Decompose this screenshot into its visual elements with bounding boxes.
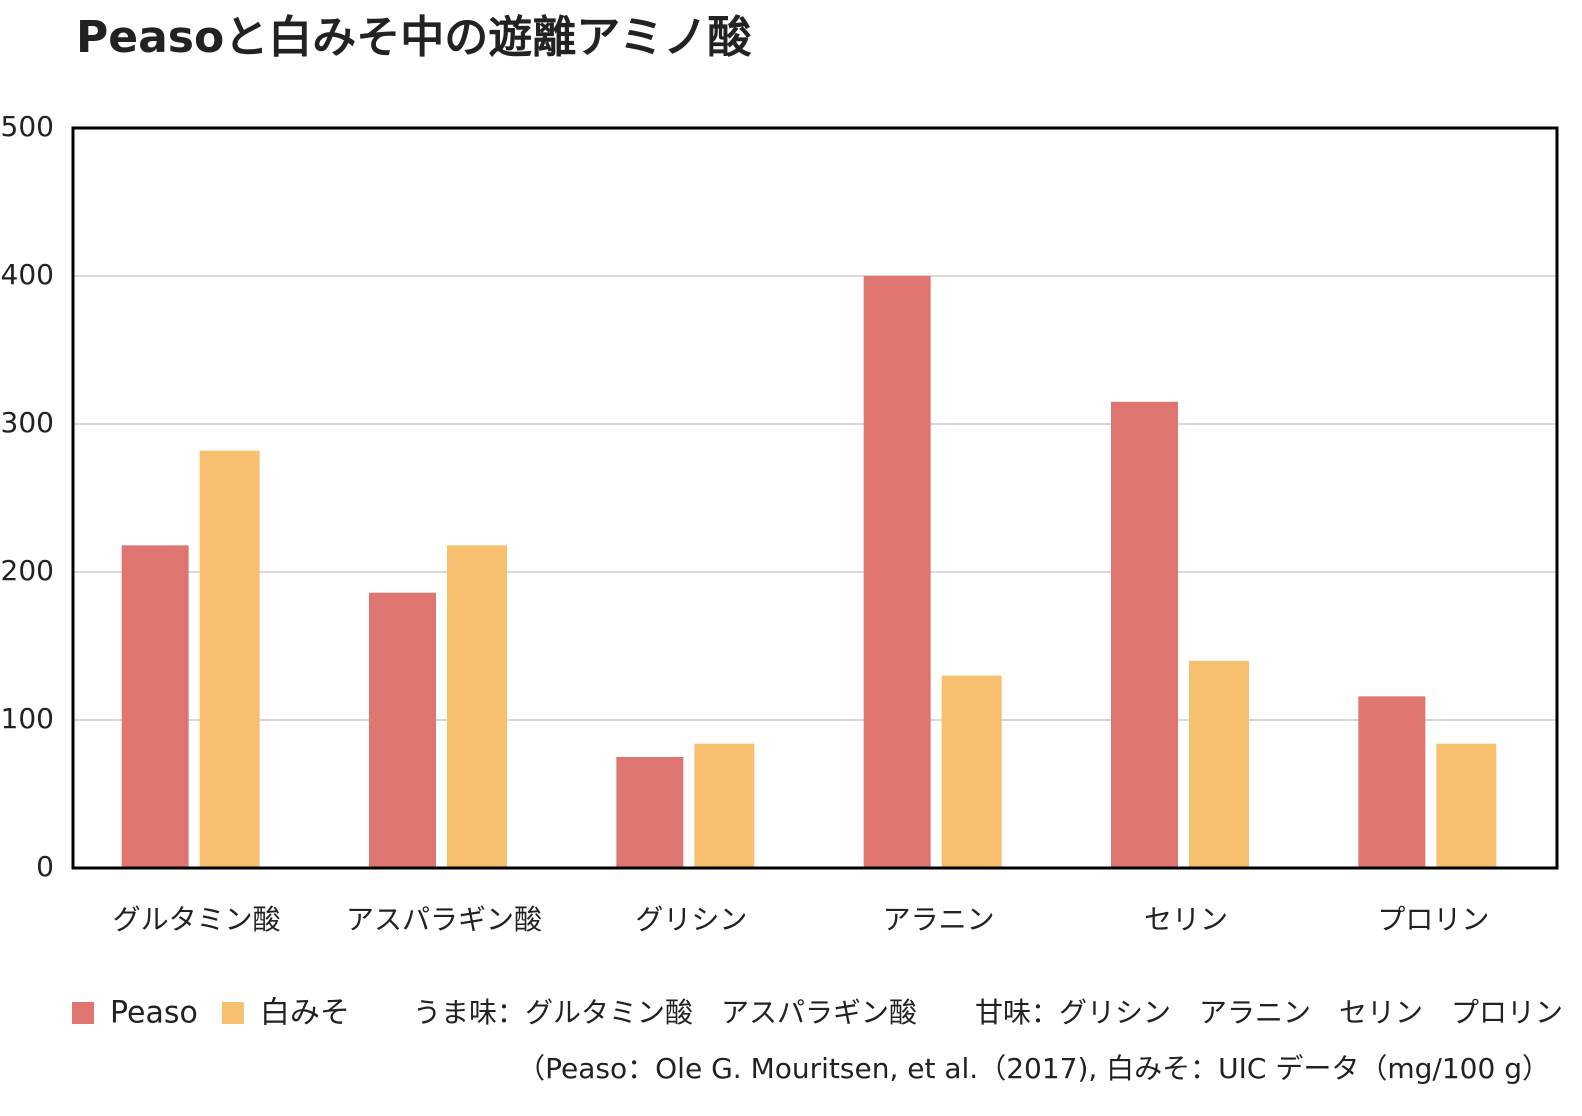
- source: （Peaso：Ole G. Mouritsen, et al.（2017), 白…: [517, 1052, 1550, 1085]
- bar: [447, 545, 507, 868]
- x-tick-label: アラニン: [883, 903, 995, 936]
- bar: [1189, 660, 1249, 868]
- chart-title: Peasoと白みそ中の遊離アミノ酸: [76, 12, 752, 63]
- x-tick-label: グリシン: [635, 903, 747, 936]
- bar: [694, 743, 755, 868]
- bar: [199, 450, 260, 868]
- x-tick-label: セリン: [1144, 903, 1228, 936]
- note: うま味：グルタミン酸 アスパラギン酸: [413, 996, 917, 1029]
- y-tick-label: 0: [36, 850, 54, 883]
- y-tick-label: 200: [1, 554, 54, 587]
- bar: [1111, 401, 1178, 868]
- bar: [121, 545, 189, 868]
- bar: [941, 675, 1002, 868]
- y-tick-label: 400: [1, 258, 54, 291]
- y-tick-label: 500: [1, 110, 54, 143]
- x-tick-label: アスパラギン酸: [346, 903, 542, 936]
- legend-label: 白みそ: [260, 996, 350, 1031]
- x-tick-label: プロリン: [1377, 903, 1489, 936]
- legend-label: Peaso: [110, 996, 198, 1031]
- bar: [1436, 743, 1497, 868]
- y-tick-label: 300: [1, 406, 54, 439]
- legend-swatch: [72, 1002, 94, 1024]
- y-tick-label: 100: [1, 702, 54, 735]
- legend-swatch: [221, 1002, 244, 1024]
- plot-frame: [71, 126, 1559, 870]
- bar: [863, 276, 931, 868]
- bar: [616, 757, 684, 868]
- x-tick-label: グルタミン酸: [113, 903, 281, 936]
- note: 甘味：グリシン アラニン セリン プロリン: [975, 996, 1563, 1029]
- bar: [1358, 696, 1426, 868]
- bar: [369, 592, 436, 868]
